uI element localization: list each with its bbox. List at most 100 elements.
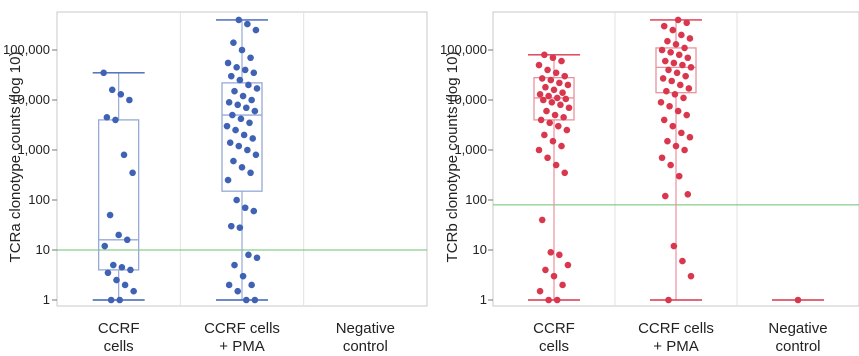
data-point — [100, 69, 107, 77]
box-iqr — [221, 82, 263, 192]
data-point — [543, 107, 550, 115]
data-point — [126, 96, 133, 104]
data-point — [230, 39, 237, 46]
data-point — [665, 66, 672, 74]
y-tick-label: 10,000 — [10, 92, 50, 107]
data-point — [248, 281, 255, 289]
data-point — [548, 98, 556, 106]
data-point — [232, 126, 239, 134]
data-point — [564, 81, 572, 89]
data-point — [552, 69, 560, 77]
data-point — [550, 86, 558, 94]
data-point — [234, 101, 242, 109]
data-point — [251, 296, 259, 304]
category-label: control — [343, 338, 388, 355]
data-point — [680, 94, 687, 102]
data-point — [231, 87, 238, 95]
data-point — [116, 296, 124, 304]
data-point — [244, 146, 251, 154]
data-point — [669, 26, 677, 34]
data-point — [687, 272, 695, 280]
data-point — [559, 281, 566, 289]
data-point — [129, 169, 136, 177]
data-point — [238, 164, 246, 171]
data-point — [225, 281, 233, 289]
data-point — [670, 59, 678, 67]
data-point — [127, 266, 134, 274]
y-tick-label: 1,000 — [454, 142, 487, 157]
data-point — [669, 122, 677, 130]
data-point — [679, 257, 686, 265]
data-point — [665, 296, 672, 304]
data-point — [115, 231, 122, 239]
category-label: CCRF — [533, 320, 575, 337]
data-point — [535, 61, 543, 69]
data-point — [233, 196, 240, 204]
y-tick-label: 10 — [36, 242, 50, 257]
data-point — [108, 86, 116, 94]
data-point — [123, 236, 131, 244]
data-point — [667, 161, 674, 169]
data-point — [253, 85, 261, 92]
data-point — [103, 114, 111, 121]
data-point — [657, 98, 665, 106]
data-point — [252, 26, 260, 34]
data-point — [245, 81, 252, 89]
data-point — [247, 54, 254, 62]
data-point — [541, 131, 548, 139]
data-point — [564, 261, 572, 269]
data-point — [684, 54, 692, 62]
data-point — [230, 157, 237, 165]
category-label: + PMA — [219, 338, 264, 355]
y-tick-label: 100 — [465, 192, 487, 207]
data-point — [539, 96, 547, 104]
data-point — [542, 83, 549, 91]
data-point — [541, 51, 548, 59]
category-label: + PMA — [653, 338, 698, 355]
data-point — [667, 48, 674, 56]
data-point — [552, 161, 560, 169]
data-point — [794, 296, 802, 304]
y-tick-label: 100,000 — [440, 42, 487, 57]
data-point — [664, 137, 671, 145]
y-tick-label: 1 — [480, 292, 487, 307]
data-point — [224, 176, 232, 184]
data-point — [562, 95, 570, 103]
category-label: cells — [104, 338, 134, 355]
data-point — [538, 216, 546, 224]
data-point — [241, 66, 249, 74]
data-point — [246, 119, 253, 127]
data-point — [559, 89, 566, 96]
data-point — [241, 204, 249, 212]
data-point — [251, 107, 259, 115]
data-point — [235, 16, 243, 24]
data-point — [239, 92, 247, 100]
data-point — [121, 281, 129, 289]
data-point — [242, 104, 250, 112]
data-point — [554, 122, 562, 130]
data-point — [544, 66, 551, 74]
data-point — [547, 76, 555, 84]
data-point — [544, 154, 551, 162]
data-point — [679, 61, 686, 69]
data-point — [663, 87, 670, 95]
data-point — [535, 146, 543, 154]
data-point — [676, 81, 684, 89]
data-point — [545, 92, 552, 100]
data-point — [686, 133, 694, 141]
data-point — [244, 20, 251, 28]
data-point — [683, 19, 691, 27]
data-point — [671, 91, 679, 98]
data-point — [236, 224, 244, 231]
category-label: CCRF cells — [204, 320, 280, 337]
data-point — [120, 151, 128, 159]
data-point — [678, 31, 685, 39]
data-point — [227, 72, 235, 80]
data-point — [673, 69, 681, 77]
data-point — [236, 76, 244, 84]
data-point — [537, 116, 545, 124]
data-point — [681, 44, 688, 52]
data-point — [560, 114, 567, 121]
